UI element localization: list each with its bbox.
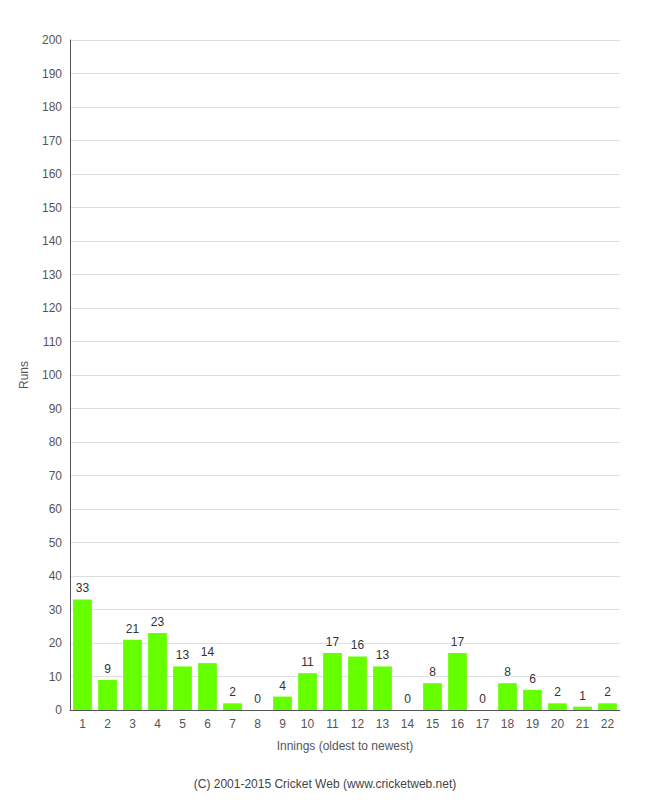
svg-text:0: 0 bbox=[254, 692, 261, 706]
svg-text:13: 13 bbox=[376, 648, 390, 662]
svg-text:140: 140 bbox=[42, 234, 62, 248]
svg-text:3: 3 bbox=[129, 717, 136, 731]
svg-text:1: 1 bbox=[579, 689, 586, 703]
svg-text:20: 20 bbox=[49, 636, 63, 650]
svg-text:40: 40 bbox=[49, 569, 63, 583]
svg-text:11: 11 bbox=[301, 655, 314, 669]
svg-text:2: 2 bbox=[554, 685, 561, 699]
svg-text:15: 15 bbox=[426, 717, 440, 731]
svg-text:200: 200 bbox=[42, 33, 62, 47]
svg-text:(C) 2001-2015 Cricket Web (www: (C) 2001-2015 Cricket Web (www.cricketwe… bbox=[194, 777, 457, 791]
svg-text:20: 20 bbox=[551, 717, 565, 731]
svg-text:8: 8 bbox=[254, 717, 261, 731]
svg-text:1: 1 bbox=[79, 717, 86, 731]
svg-text:170: 170 bbox=[42, 134, 62, 148]
svg-text:Runs: Runs bbox=[17, 361, 31, 389]
svg-text:0: 0 bbox=[404, 692, 411, 706]
svg-text:Innings (oldest to newest): Innings (oldest to newest) bbox=[277, 739, 414, 753]
svg-text:21: 21 bbox=[576, 717, 590, 731]
svg-text:70: 70 bbox=[49, 469, 63, 483]
svg-text:4: 4 bbox=[154, 717, 161, 731]
svg-text:16: 16 bbox=[351, 638, 365, 652]
svg-text:180: 180 bbox=[42, 100, 62, 114]
svg-text:90: 90 bbox=[49, 402, 63, 416]
svg-text:2: 2 bbox=[229, 685, 236, 699]
svg-text:7: 7 bbox=[229, 717, 236, 731]
svg-text:6: 6 bbox=[204, 717, 211, 731]
svg-text:23: 23 bbox=[151, 615, 165, 629]
svg-text:8: 8 bbox=[504, 665, 511, 679]
svg-text:11: 11 bbox=[326, 717, 339, 731]
svg-text:100: 100 bbox=[42, 368, 62, 382]
svg-text:21: 21 bbox=[126, 622, 140, 636]
svg-text:13: 13 bbox=[176, 648, 190, 662]
svg-text:33: 33 bbox=[76, 581, 90, 595]
svg-text:6: 6 bbox=[529, 672, 536, 686]
svg-text:30: 30 bbox=[49, 603, 63, 617]
svg-text:18: 18 bbox=[501, 717, 515, 731]
svg-text:150: 150 bbox=[42, 201, 62, 215]
svg-text:0: 0 bbox=[55, 703, 62, 717]
svg-text:17: 17 bbox=[476, 717, 490, 731]
svg-text:14: 14 bbox=[201, 645, 215, 659]
svg-text:12: 12 bbox=[351, 717, 365, 731]
svg-text:120: 120 bbox=[42, 301, 62, 315]
svg-text:14: 14 bbox=[401, 717, 415, 731]
svg-text:160: 160 bbox=[42, 167, 62, 181]
svg-text:2: 2 bbox=[604, 685, 611, 699]
svg-text:130: 130 bbox=[42, 268, 62, 282]
svg-text:9: 9 bbox=[279, 717, 286, 731]
svg-text:0: 0 bbox=[479, 692, 486, 706]
svg-text:10: 10 bbox=[49, 670, 63, 684]
svg-text:4: 4 bbox=[279, 679, 286, 693]
svg-text:110: 110 bbox=[43, 335, 62, 349]
svg-text:5: 5 bbox=[179, 717, 186, 731]
svg-text:19: 19 bbox=[526, 717, 540, 731]
svg-text:2: 2 bbox=[104, 717, 111, 731]
svg-text:13: 13 bbox=[376, 717, 390, 731]
svg-text:10: 10 bbox=[301, 717, 315, 731]
svg-text:16: 16 bbox=[451, 717, 465, 731]
svg-text:8: 8 bbox=[429, 665, 436, 679]
svg-text:60: 60 bbox=[49, 502, 63, 516]
svg-text:17: 17 bbox=[326, 635, 340, 649]
svg-text:22: 22 bbox=[601, 717, 615, 731]
svg-text:9: 9 bbox=[104, 662, 111, 676]
svg-text:190: 190 bbox=[42, 67, 62, 81]
svg-text:80: 80 bbox=[49, 435, 63, 449]
svg-text:17: 17 bbox=[451, 635, 465, 649]
svg-text:50: 50 bbox=[49, 536, 63, 550]
